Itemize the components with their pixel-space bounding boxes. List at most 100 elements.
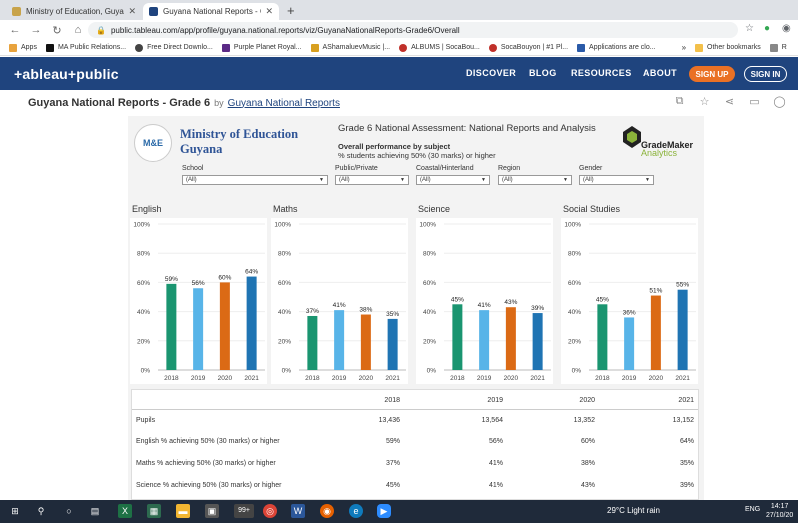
x-tick-label: 2019 [477, 375, 492, 382]
favorite-icon[interactable]: ☆ [699, 96, 710, 108]
moe-logo-text: M&E [143, 138, 163, 148]
region-select[interactable]: (All) ▼ [498, 175, 572, 185]
filter-label: Public/Private [335, 165, 378, 172]
firefox-icon[interactable]: ◉ [320, 504, 334, 518]
sign-up-button[interactable]: SIGN UP [689, 66, 735, 82]
data-label: 45% [451, 296, 464, 303]
edge-icon[interactable]: e [349, 504, 363, 518]
bookmark-favicon-icon [769, 43, 778, 52]
y-tick-label: 20% [278, 338, 291, 345]
x-tick-label: 2021 [385, 375, 400, 382]
chart-english: 100% 80% 60% 40% 20% 0% 59% 2018 56% 2019 60% 2020 6… [133, 222, 265, 382]
sign-in-button[interactable]: SIGN IN [744, 66, 787, 82]
weather-widget[interactable]: 29°C Light rain [607, 506, 661, 515]
chart-maths: 100% 80% 60% 40% 20% 0% 37% 2018 41% 2019 38% 2020 3… [274, 222, 406, 382]
zoom-icon[interactable]: ▶ [377, 504, 391, 518]
gm-line2: Analytics [641, 148, 678, 158]
bookmark-item[interactable]: Purple Planet Royal... [221, 43, 302, 52]
clock-time: 14:17 [770, 503, 789, 510]
tab-ministry[interactable]: Ministry of Education, Guyana ✕ [6, 3, 142, 20]
share-icon[interactable]: ⋖ [724, 96, 735, 108]
tab-close-icon[interactable]: ✕ [128, 6, 136, 16]
y-tick-label: 80% [137, 251, 150, 258]
chart-panel-english: 100% 80% 60% 40% 20% 0% 59% 2018 56% 2019 60% 2020 6… [130, 218, 267, 384]
bar [166, 283, 177, 370]
x-tick-label: 2020 [649, 375, 664, 382]
y-tick-label: 60% [278, 280, 291, 287]
folder-icon [695, 43, 704, 52]
chevron-down-icon: ▼ [319, 177, 324, 183]
y-tick-label: 40% [423, 309, 436, 316]
bookmark-label: Other bookmarks [707, 44, 761, 51]
summary-table: 2018 2019 2020 2021 Pupils 13,436 13,564… [131, 389, 699, 500]
tab-close-icon[interactable]: ✕ [265, 6, 273, 16]
clock-date: 27/10/20 [766, 512, 794, 519]
nav-resources[interactable]: RESOURCES [571, 68, 632, 78]
subtitle-bold: Overall performance by subject [338, 142, 451, 151]
nav-discover[interactable]: DISCOVER [466, 68, 517, 78]
back-icon[interactable]: ← [9, 24, 21, 36]
nav-about[interactable]: ABOUT [643, 68, 677, 78]
bookmark-favicon-icon [577, 43, 586, 52]
bookmark-item[interactable]: R [769, 43, 787, 52]
bookmark-item[interactable]: MA Public Relations... [45, 43, 126, 52]
y-tick-label: 0% [427, 368, 437, 375]
clock[interactable]: 14:17 27/10/20 [766, 502, 793, 520]
app-icon[interactable]: ▦ [147, 504, 161, 518]
excel-icon[interactable]: X [118, 504, 132, 518]
nav-blog[interactable]: BLOG [529, 68, 557, 78]
windows-start-icon[interactable]: ⊞ [11, 506, 19, 516]
forward-icon[interactable]: → [30, 24, 42, 36]
coastal-hinterland-select[interactable]: (All) ▼ [416, 175, 490, 185]
star-icon[interactable]: ☆ [745, 23, 754, 34]
new-tab-icon[interactable]: + [287, 3, 295, 18]
moe-logo: M&E [134, 124, 172, 162]
search-icon[interactable]: ⚲ [37, 506, 45, 516]
gender-select[interactable]: (All) ▼ [579, 175, 654, 185]
reload-icon[interactable]: ↻ [52, 24, 62, 37]
author-link[interactable]: Guyana National Reports [227, 97, 340, 109]
subject-title-english: English [132, 204, 162, 214]
subject-title-social-studies: Social Studies [563, 204, 621, 214]
chevron-down-icon: ▼ [645, 177, 650, 183]
notification-badge[interactable]: 99+ [234, 504, 254, 518]
grademaker-logo: GradeMaker Analytics [621, 124, 699, 160]
copy-icon[interactable]: ⧉ [675, 95, 684, 107]
bookmark-item[interactable]: AShamaluevMusic |... [310, 43, 390, 52]
tableau-logo[interactable]: +ableau+public [14, 65, 119, 82]
public-private-select[interactable]: (All) ▼ [335, 175, 409, 185]
cortana-icon[interactable]: ○ [66, 506, 72, 516]
table-cell: 43% [580, 481, 595, 489]
extension-icon[interactable]: ● [764, 23, 771, 34]
subject-title-maths: Maths [273, 204, 298, 214]
word-icon[interactable]: W [291, 504, 305, 518]
bookmark-apps[interactable]: Apps [9, 43, 37, 52]
filter-value: (All) [420, 177, 431, 183]
bookmark-item[interactable]: Applications are clo... [577, 43, 656, 52]
language-indicator[interactable]: ENG [745, 506, 761, 513]
more-bookmarks-icon[interactable]: » [681, 43, 687, 52]
file-explorer-icon[interactable]: ▬ [176, 504, 190, 518]
table-cell: 35% [679, 459, 694, 467]
x-tick-label: 2020 [359, 375, 374, 382]
school-select[interactable]: (All) ▼ [182, 175, 328, 185]
bookmark-item[interactable]: ALBUMS | SocaBou... [399, 43, 480, 52]
data-label: 38% [359, 307, 372, 314]
url-input[interactable]: 🔒 public.tableau.com/app/profile/guyana.… [88, 22, 738, 38]
table-header-cell: 2019 [487, 396, 503, 404]
y-tick-label: 100% [274, 222, 291, 229]
comment-icon[interactable]: ▭ [749, 96, 760, 108]
y-tick-label: 60% [568, 280, 581, 287]
bookmark-other[interactable]: Other bookmarks [695, 43, 761, 52]
tab-tableau[interactable]: Guyana National Reports - Grade 6 ✕ [143, 3, 279, 20]
bookmark-item[interactable]: SocaBouyon | #1 Pl... [488, 43, 568, 52]
y-tick-label: 0% [572, 368, 582, 375]
chrome-icon[interactable]: ◎ [263, 504, 277, 518]
profile-avatar-icon[interactable]: ◯ [773, 96, 786, 108]
bookmark-item[interactable]: Free Direct Downlo... [135, 43, 213, 52]
store-icon[interactable]: ▣ [205, 504, 219, 518]
profile-icon[interactable]: ◉ [782, 23, 791, 34]
task-view-icon[interactable]: ▤ [90, 506, 100, 516]
home-icon[interactable]: ⌂ [74, 24, 82, 36]
x-tick-label: 2019 [622, 375, 637, 382]
